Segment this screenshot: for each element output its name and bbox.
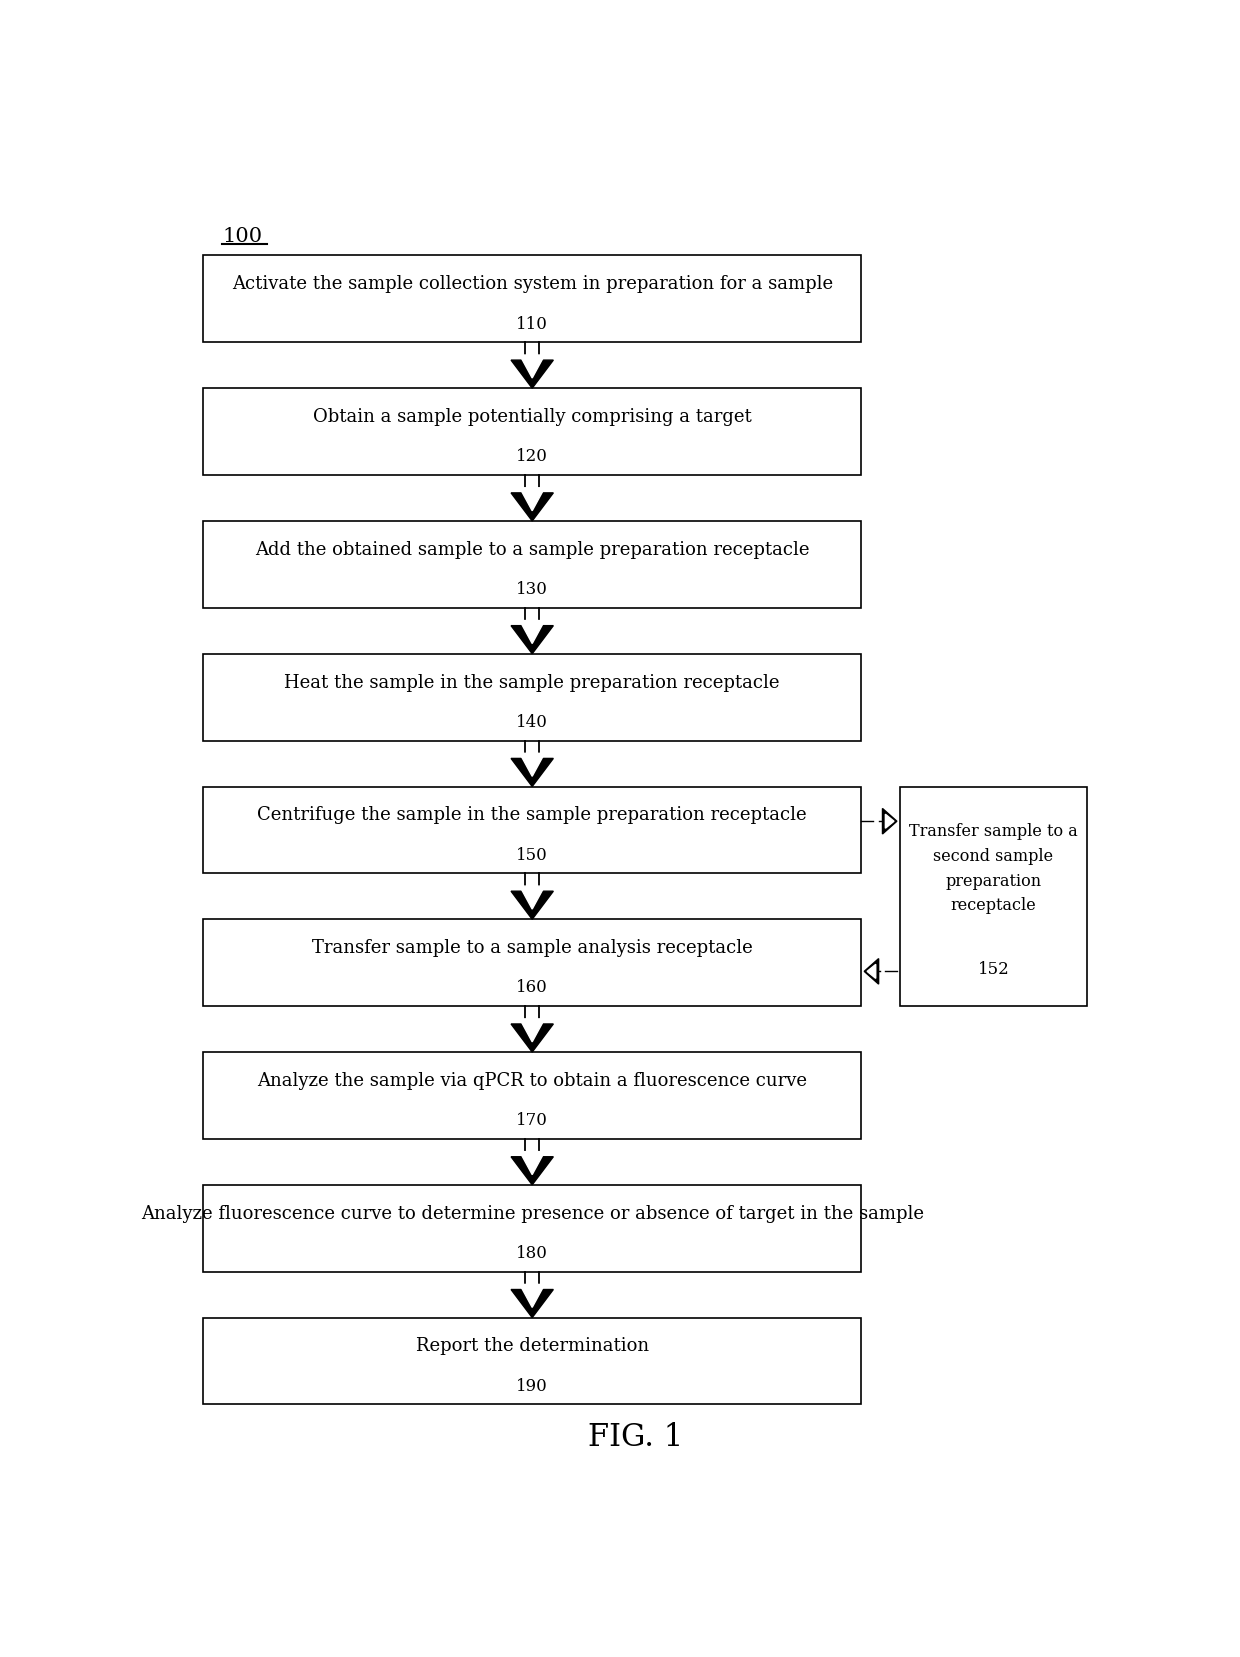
FancyBboxPatch shape — [203, 655, 862, 741]
Polygon shape — [520, 1152, 544, 1175]
Text: 100: 100 — [222, 227, 263, 245]
Polygon shape — [511, 891, 553, 920]
FancyBboxPatch shape — [203, 257, 862, 343]
Polygon shape — [520, 1019, 544, 1042]
Text: 110: 110 — [516, 315, 548, 333]
Text: Obtain a sample potentially comprising a target: Obtain a sample potentially comprising a… — [312, 408, 751, 426]
FancyBboxPatch shape — [203, 1317, 862, 1405]
FancyBboxPatch shape — [900, 787, 1087, 1006]
Polygon shape — [867, 964, 875, 979]
Text: Analyze the sample via qPCR to obtain a fluorescence curve: Analyze the sample via qPCR to obtain a … — [257, 1070, 807, 1089]
Text: 160: 160 — [516, 979, 548, 996]
Text: Centrifuge the sample in the sample preparation receptacle: Centrifuge the sample in the sample prep… — [258, 805, 807, 824]
Text: FIG. 1: FIG. 1 — [588, 1420, 683, 1452]
Polygon shape — [520, 489, 544, 512]
Text: 170: 170 — [516, 1112, 548, 1128]
Polygon shape — [520, 1284, 544, 1307]
FancyBboxPatch shape — [203, 522, 862, 608]
FancyBboxPatch shape — [203, 920, 862, 1006]
Text: 120: 120 — [516, 447, 548, 466]
Text: Analyze fluorescence curve to determine presence or absence of target in the sam: Analyze fluorescence curve to determine … — [140, 1205, 924, 1221]
Text: 180: 180 — [516, 1244, 548, 1261]
Polygon shape — [520, 886, 544, 910]
Text: Activate the sample collection system in preparation for a sample: Activate the sample collection system in… — [232, 275, 833, 293]
FancyBboxPatch shape — [203, 1185, 862, 1273]
Text: Report the determination: Report the determination — [415, 1337, 649, 1354]
FancyBboxPatch shape — [203, 1052, 862, 1138]
Polygon shape — [520, 621, 544, 645]
FancyBboxPatch shape — [203, 787, 862, 873]
Polygon shape — [520, 356, 544, 379]
Text: Heat the sample in the sample preparation receptacle: Heat the sample in the sample preparatio… — [284, 673, 780, 691]
Polygon shape — [511, 1157, 553, 1185]
Polygon shape — [511, 494, 553, 522]
Polygon shape — [883, 809, 897, 835]
Text: 140: 140 — [516, 714, 548, 731]
Polygon shape — [511, 759, 553, 787]
Text: 190: 190 — [516, 1377, 548, 1394]
Polygon shape — [511, 626, 553, 655]
Text: 130: 130 — [516, 582, 548, 598]
Polygon shape — [520, 754, 544, 777]
FancyBboxPatch shape — [203, 389, 862, 476]
Text: Transfer sample to a sample analysis receptacle: Transfer sample to a sample analysis rec… — [311, 938, 753, 956]
Text: Add the obtained sample to a sample preparation receptacle: Add the obtained sample to a sample prep… — [255, 540, 810, 558]
Polygon shape — [511, 1289, 553, 1317]
Polygon shape — [864, 959, 879, 984]
Text: 150: 150 — [516, 847, 548, 863]
Polygon shape — [511, 1024, 553, 1052]
Text: Transfer sample to a
second sample
preparation
receptacle: Transfer sample to a second sample prepa… — [909, 822, 1078, 915]
Text: 152: 152 — [977, 961, 1009, 978]
Polygon shape — [885, 815, 894, 828]
Polygon shape — [511, 361, 553, 389]
